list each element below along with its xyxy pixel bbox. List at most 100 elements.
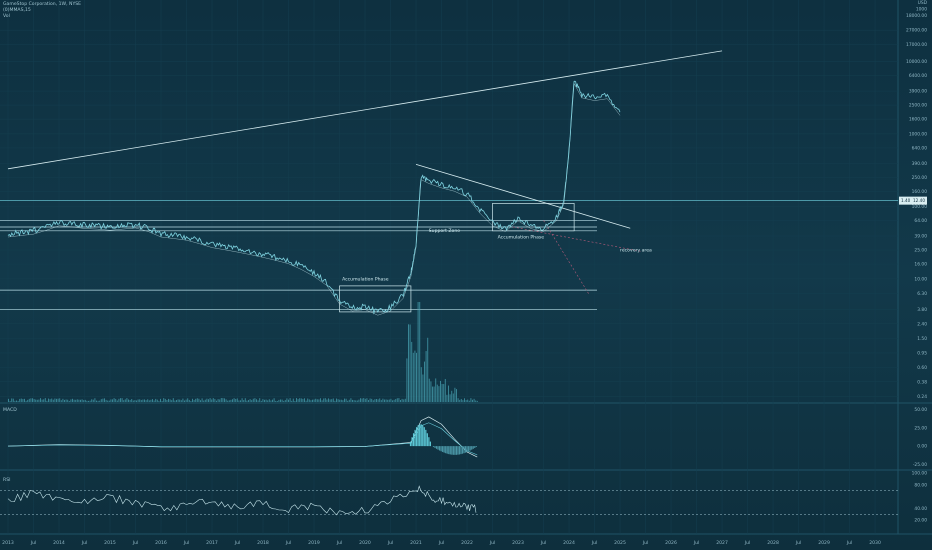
- volume-bar: [424, 362, 425, 402]
- x-tick-label: Jul: [30, 540, 37, 546]
- volume-bar: [395, 399, 396, 402]
- volume-bar: [384, 400, 385, 402]
- volume-bar: [70, 399, 71, 402]
- macd-tick-label: 0.00: [917, 444, 927, 450]
- volume-bar: [275, 401, 276, 402]
- macd-histogram-bar: [419, 424, 420, 446]
- volume-bar: [302, 399, 303, 402]
- x-tick-label: 2015: [104, 540, 116, 546]
- volume-bar: [123, 400, 124, 402]
- volume-bar: [80, 400, 81, 402]
- volume-bar: [102, 399, 103, 402]
- volume-bar: [414, 351, 415, 402]
- y-tick-label: 16.00: [914, 262, 927, 268]
- macd-histogram-bar: [414, 430, 415, 446]
- volume-bar: [110, 399, 111, 402]
- y-tick-label: 250.00: [912, 175, 928, 181]
- volume-bar: [136, 401, 137, 402]
- volume-bar: [34, 399, 35, 402]
- rsi-label: RSI: [3, 478, 10, 483]
- price-badge-text: 1.40: [901, 198, 911, 203]
- volume-bar: [210, 398, 211, 402]
- volume-bar: [446, 395, 447, 402]
- rsi-tick-label: 20.00: [914, 518, 927, 524]
- volume-bar: [283, 401, 284, 402]
- volume-bar: [54, 398, 55, 402]
- volume-bar: [195, 399, 196, 402]
- volume-bar: [189, 400, 190, 402]
- y-tick-label: 0.95: [917, 350, 927, 356]
- volume-bar: [178, 399, 179, 402]
- volume-bar: [472, 400, 473, 402]
- volume-bar: [368, 400, 369, 402]
- y-tick-label: 640.00: [912, 145, 928, 151]
- volume-bar: [170, 399, 171, 402]
- macd-histogram-bar: [447, 446, 448, 454]
- volume-bar: [314, 399, 315, 402]
- volume-bar: [10, 401, 11, 402]
- rsi-tick-label: 80.00: [914, 482, 927, 488]
- volume-bar: [280, 399, 281, 402]
- volume-bar: [133, 401, 134, 402]
- volume-bar: [141, 400, 142, 402]
- volume-bar: [240, 400, 241, 402]
- volume-bar: [402, 399, 403, 402]
- macd-histogram-bar: [422, 425, 423, 446]
- volume-bar: [155, 399, 156, 402]
- volume-bar: [21, 399, 22, 402]
- macd-histogram-bar: [460, 446, 461, 454]
- volume-bar: [426, 351, 427, 402]
- volume-bar: [222, 398, 223, 402]
- volume-bar: [50, 399, 51, 402]
- x-tick-label: 2018: [257, 540, 269, 546]
- x-tick-label: Jul: [336, 540, 343, 546]
- macd-histogram-bar: [465, 446, 466, 453]
- volume-bar: [160, 399, 161, 402]
- x-tick-label: Jul: [387, 540, 394, 546]
- volume-bar: [328, 398, 329, 402]
- volume-bar: [128, 400, 129, 402]
- volume-bar: [378, 399, 379, 402]
- macd-histogram-bar: [471, 446, 472, 450]
- volume-bar: [448, 386, 449, 402]
- volume-bar: [112, 399, 113, 402]
- macd-histogram-bar: [470, 446, 471, 450]
- volume-bar: [366, 398, 367, 402]
- volume-bar: [360, 398, 361, 402]
- volume-bar: [370, 398, 371, 402]
- macd-histogram-bar: [434, 446, 435, 448]
- volume-bar: [85, 400, 86, 402]
- volume-bar: [267, 400, 268, 402]
- volume-bar: [330, 399, 331, 402]
- x-tick-label: 2027: [716, 540, 728, 546]
- macd-histogram-bar: [425, 430, 426, 446]
- macd-histogram-bar: [456, 446, 457, 455]
- volume-bar: [43, 399, 44, 402]
- volume-bar: [162, 401, 163, 402]
- volume-bar: [224, 398, 225, 402]
- volume-bar: [285, 400, 286, 402]
- volume-bar: [91, 399, 92, 402]
- macd-histogram-bar: [457, 446, 458, 455]
- volume-bar: [51, 399, 52, 402]
- volume-bar: [413, 353, 414, 402]
- volume-bar: [334, 401, 335, 402]
- macd-histogram-bar: [439, 446, 440, 450]
- volume-bar: [298, 399, 299, 402]
- scale-label: USD: [918, 0, 928, 6]
- volume-bar: [226, 399, 227, 402]
- x-tick-label: Jul: [540, 540, 547, 546]
- volume-bar: [235, 399, 236, 402]
- volume-bar: [342, 400, 343, 402]
- volume-bar: [389, 400, 390, 402]
- x-tick-label: 2019: [308, 540, 320, 546]
- volume-bar: [288, 400, 289, 402]
- volume-bar: [219, 399, 220, 402]
- macd-histogram-bar: [448, 446, 449, 454]
- volume-bar: [75, 400, 76, 402]
- volume-bar: [349, 400, 350, 402]
- volume-bar: [216, 401, 217, 402]
- volume-bar: [149, 400, 150, 402]
- volume-bar: [147, 399, 148, 402]
